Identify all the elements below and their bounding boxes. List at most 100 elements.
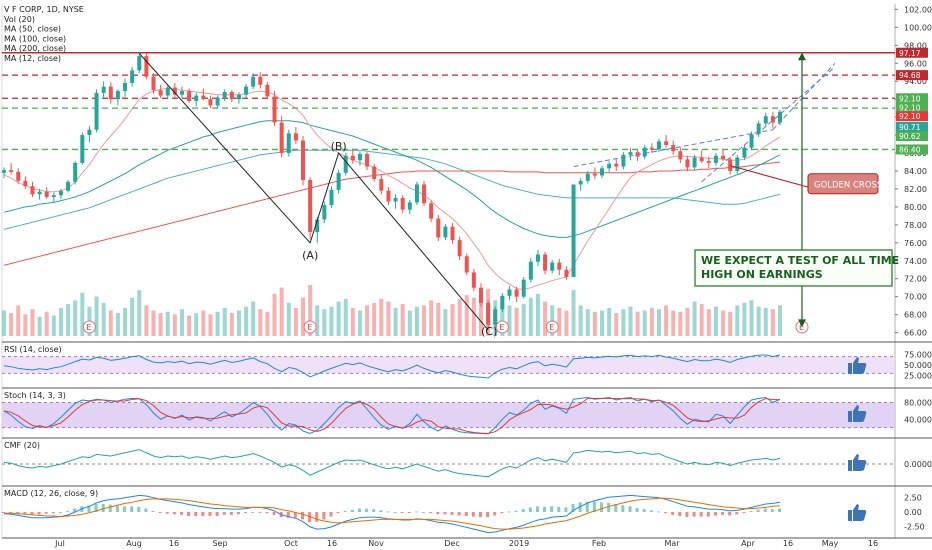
price-tag: 97.17 bbox=[896, 47, 928, 58]
volume-bar bbox=[386, 301, 391, 336]
volume-bar bbox=[699, 304, 704, 336]
volume-bar bbox=[407, 310, 412, 336]
indicator-title: Stoch (14, 3, 3) bbox=[4, 391, 66, 400]
candle-body bbox=[543, 254, 548, 271]
macd-histogram-bar bbox=[721, 512, 725, 515]
volume-bar bbox=[457, 299, 462, 336]
candle-body bbox=[251, 76, 256, 87]
macd-histogram-bar bbox=[628, 506, 632, 512]
price-tag-box bbox=[896, 47, 928, 58]
volume-bar bbox=[664, 305, 669, 336]
macd-histogram-bar bbox=[94, 504, 98, 512]
candle-body bbox=[23, 180, 28, 187]
candle-body bbox=[73, 162, 78, 182]
candle-body bbox=[621, 154, 626, 167]
candle-body bbox=[728, 159, 733, 171]
earnings-label: E bbox=[499, 323, 504, 332]
volume-bar bbox=[756, 306, 761, 336]
golden-cross-label: GOLDEN CROSS bbox=[814, 181, 882, 191]
candle-body bbox=[2, 170, 6, 173]
volume-bar bbox=[464, 295, 469, 336]
candle-body bbox=[464, 256, 469, 273]
price-tick-label: 72.00 bbox=[904, 275, 927, 284]
macd-histogram-bar bbox=[735, 512, 739, 515]
macd-histogram-bar bbox=[436, 512, 440, 515]
price-tick-label: 94.00 bbox=[904, 77, 927, 86]
macd-histogram-bar bbox=[30, 512, 34, 515]
volume-bar bbox=[301, 297, 306, 336]
indicator-tick-label: 50.0000 bbox=[904, 361, 932, 370]
candle-body bbox=[713, 155, 718, 163]
candle-body bbox=[550, 262, 555, 271]
candle-body bbox=[80, 135, 85, 163]
macd-histogram-bar bbox=[236, 512, 240, 515]
indicator-tick-label: 25.0000 bbox=[904, 372, 932, 381]
thumbs-up-hand bbox=[853, 454, 867, 471]
candle-body bbox=[244, 86, 249, 95]
volume-bar bbox=[571, 290, 576, 336]
candle-body bbox=[493, 309, 498, 325]
candle-body bbox=[215, 97, 220, 106]
candle-body bbox=[58, 190, 63, 196]
candle-body bbox=[44, 191, 49, 198]
x-tick-label: Feb bbox=[592, 539, 606, 548]
wave-label-c: (C) bbox=[481, 325, 497, 338]
price-tag-text: 92.10 bbox=[899, 94, 921, 103]
macd-histogram-bar bbox=[671, 512, 675, 515]
candle-body bbox=[564, 269, 569, 277]
price-tick-label: 80.00 bbox=[904, 203, 927, 212]
macd-histogram-bar bbox=[144, 508, 148, 512]
volume-bar bbox=[528, 297, 533, 336]
volume-bar bbox=[578, 305, 583, 336]
candle-body bbox=[372, 166, 377, 180]
macd-histogram-bar bbox=[592, 501, 596, 512]
indicator-title: RSI (14, close) bbox=[4, 345, 62, 354]
candle-body bbox=[336, 172, 341, 190]
volume-bar bbox=[728, 311, 733, 336]
macd-histogram-bar bbox=[600, 502, 604, 512]
volume-bar bbox=[507, 305, 512, 336]
candle-body bbox=[614, 163, 619, 167]
macd-histogram-bar bbox=[756, 509, 760, 512]
macd-histogram-bar bbox=[51, 512, 55, 514]
earnings-marker: E bbox=[545, 320, 559, 334]
price-tag: 94.68 bbox=[896, 70, 928, 81]
volume-bar bbox=[66, 304, 71, 336]
candle-body bbox=[308, 179, 313, 233]
macd-histogram-bar bbox=[123, 506, 127, 512]
macd-histogram-bar bbox=[500, 512, 504, 514]
volume-bar bbox=[656, 309, 661, 336]
macd-histogram-bar bbox=[386, 511, 390, 513]
macd-histogram-bar bbox=[656, 511, 660, 513]
macd-histogram-bar bbox=[172, 512, 176, 515]
candle-body bbox=[123, 83, 128, 92]
thumbs-up-hand bbox=[853, 504, 867, 521]
channel-line-lower bbox=[701, 66, 836, 183]
volume-bar bbox=[778, 305, 782, 336]
candle-body bbox=[521, 279, 526, 297]
macd-histogram-bar bbox=[742, 512, 746, 513]
volume-bar bbox=[649, 307, 654, 336]
candle-body bbox=[151, 76, 156, 91]
candle-body bbox=[201, 95, 206, 100]
macd-histogram-bar bbox=[400, 512, 404, 513]
thumbs-up-hand bbox=[853, 405, 867, 422]
macd-histogram-bar bbox=[158, 512, 162, 513]
channel-line-upper-left bbox=[573, 129, 773, 168]
candle-body bbox=[187, 91, 192, 101]
macd-histogram-bar bbox=[571, 504, 575, 512]
price-tag: 90.62 bbox=[896, 130, 928, 141]
thumbs-up-icon bbox=[848, 454, 867, 471]
volume-bar bbox=[564, 310, 569, 336]
volume-bar bbox=[23, 314, 28, 336]
indicator-title: CMF (20) bbox=[4, 441, 40, 450]
candle-body bbox=[236, 94, 241, 100]
candle-body bbox=[699, 157, 704, 162]
macd-histogram-bar bbox=[407, 512, 411, 513]
legend-item: MA (200, close) bbox=[4, 44, 66, 53]
earnings-label: E bbox=[86, 323, 91, 332]
candle-body bbox=[471, 272, 476, 288]
macd-histogram-bar bbox=[58, 512, 62, 513]
macd-histogram-bar bbox=[336, 512, 340, 514]
x-tick-label: 16 bbox=[327, 539, 337, 548]
